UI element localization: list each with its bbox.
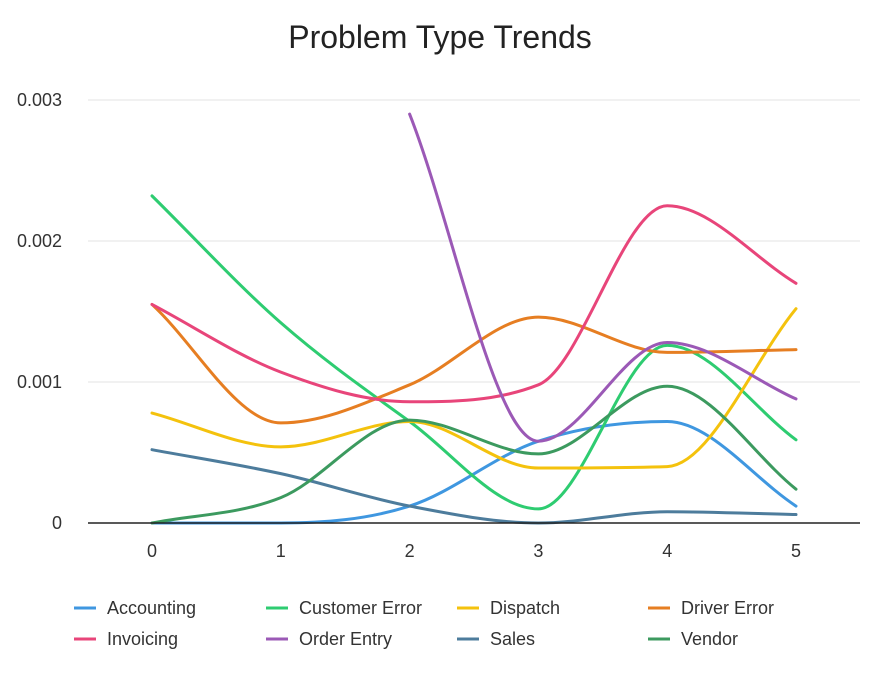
legend-item-invoicing: Invoicing (74, 629, 178, 649)
legend-label: Order Entry (299, 629, 392, 649)
y-tick-label: 0.002 (17, 231, 62, 251)
legend-item-dispatch: Dispatch (457, 598, 560, 618)
legend-label: Driver Error (681, 598, 774, 618)
axes: 0 0.001 0.002 0.003 0 1 2 3 4 5 (17, 90, 860, 561)
series-lines (150, 112, 798, 525)
y-tick-label: 0.003 (17, 90, 62, 110)
x-tick-label: 2 (405, 541, 415, 561)
series-line-driver-error (150, 302, 798, 425)
series-line-order-entry (408, 112, 798, 443)
legend-label: Customer Error (299, 598, 422, 618)
legend-label: Sales (490, 629, 535, 649)
legend-item-driver-error: Driver Error (648, 598, 774, 618)
legend-item-vendor: Vendor (648, 629, 738, 649)
series-line-dispatch (150, 307, 798, 470)
gridlines (88, 99, 860, 383)
legend-item-accounting: Accounting (74, 598, 196, 618)
legend-label: Invoicing (107, 629, 178, 649)
x-tick-label: 4 (662, 541, 672, 561)
x-tick-label: 0 (147, 541, 157, 561)
legend-item-order-entry: Order Entry (266, 629, 392, 649)
legend-label: Accounting (107, 598, 196, 618)
x-tick-label: 5 (791, 541, 801, 561)
y-tick-label: 0.001 (17, 372, 62, 392)
series-line-customer-error (150, 194, 798, 511)
legend-item-sales: Sales (457, 629, 535, 649)
series-line-sales (150, 448, 798, 525)
series-line-vendor (150, 384, 798, 525)
legend-label: Dispatch (490, 598, 560, 618)
legend-item-customer-error: Customer Error (266, 598, 422, 618)
series-line-invoicing (150, 204, 798, 404)
legend: Accounting Customer Error Dispatch Driver E… (74, 598, 774, 649)
y-tick-label: 0 (52, 513, 62, 533)
x-tick-label: 1 (276, 541, 286, 561)
legend-label: Vendor (681, 629, 738, 649)
x-tick-label: 3 (533, 541, 543, 561)
chart-title: Problem Type Trends (288, 19, 592, 55)
